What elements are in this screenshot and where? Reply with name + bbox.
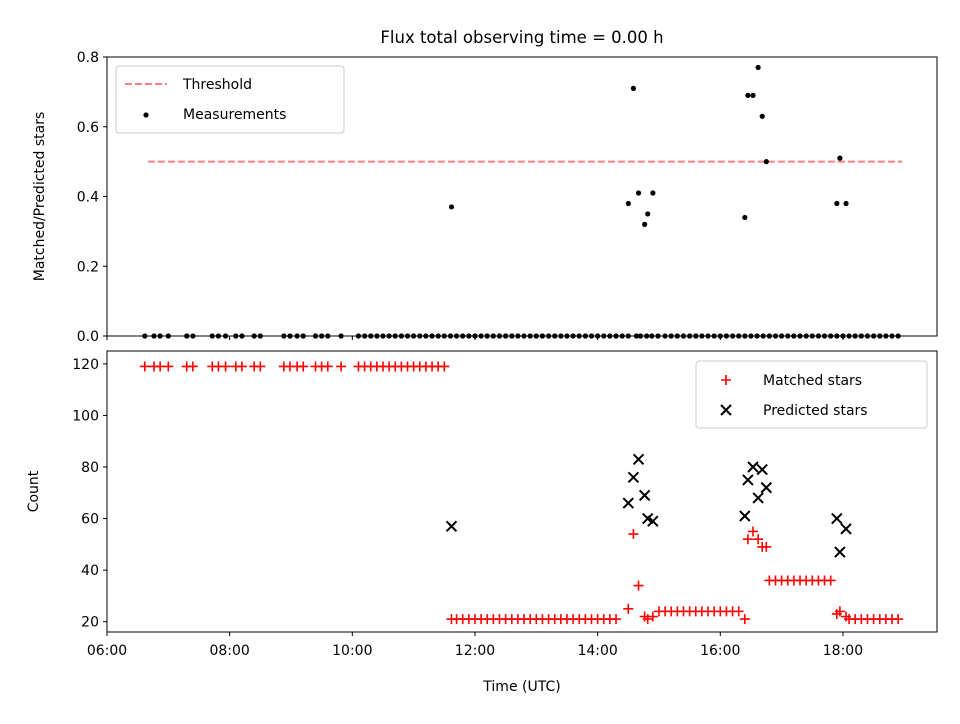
y-tick-label: 20 <box>81 615 99 631</box>
predicted-star-point <box>742 474 754 486</box>
x-tick-label: 12:00 <box>455 643 495 659</box>
matched-star-point <box>439 361 450 372</box>
legend-measurements-label: Measurements <box>183 107 286 123</box>
matched-star-point <box>220 361 231 372</box>
measurement-point <box>645 211 651 217</box>
legend-box <box>695 360 928 429</box>
matched-star-point <box>742 534 753 545</box>
y-tick-label: 0.0 <box>77 329 99 345</box>
measurement-point <box>635 190 642 196</box>
y-axis-label: Matched/Predicted stars <box>32 112 48 282</box>
predicted-star-point <box>756 463 768 476</box>
x-tick-label: 16:00 <box>700 643 740 659</box>
x-axis-label: Time (UTC) <box>482 679 560 695</box>
matched-star-point <box>623 603 634 614</box>
y-tick-label: 0.6 <box>77 120 99 136</box>
chart-title: Flux total observing time = 0.00 h <box>380 28 663 47</box>
legend: Matched stars Predicted stars <box>695 360 928 429</box>
axes-frame <box>106 56 938 337</box>
predicted-star-point <box>632 453 645 465</box>
measurement-point <box>448 204 455 210</box>
matched-star-point <box>642 614 653 625</box>
predicted-star-point <box>834 546 846 558</box>
legend-matched-swatch <box>721 375 731 385</box>
matched-star-point <box>187 361 198 372</box>
legend-predicted-swatch <box>720 404 732 416</box>
bottom-axes: 20 40 60 80 100 120 06:00 08:00 10:00 12:00 14:00 1… <box>26 350 938 695</box>
predicted-star-point <box>752 492 764 504</box>
matched-star-point <box>647 611 658 622</box>
measurement-point <box>750 92 756 98</box>
matched-star-point <box>336 361 347 372</box>
matched-star-point <box>633 580 644 591</box>
predicted-star-point <box>831 512 843 525</box>
matched-star-point <box>753 534 764 545</box>
y-axis-label: Count <box>26 470 42 512</box>
measurement-point <box>755 64 761 71</box>
predicted-star-point <box>739 510 751 522</box>
predicted-star-point <box>622 497 635 509</box>
matched-star-point <box>139 361 150 372</box>
matched-star-point <box>628 529 639 540</box>
matched-star-point <box>748 526 759 537</box>
measurement-point <box>745 92 751 98</box>
predicted-star-point <box>445 520 458 533</box>
matched-star-point <box>761 541 772 552</box>
y-tick-label: 120 <box>72 357 99 373</box>
measurement-point <box>843 200 849 207</box>
measurement-point <box>759 113 765 119</box>
matched-star-point <box>893 614 904 625</box>
measurement-point <box>763 159 769 165</box>
matched-star-point <box>255 361 266 372</box>
measurement-point <box>625 200 631 207</box>
matched-star-point <box>834 606 845 617</box>
predicted-star-point <box>627 471 640 484</box>
predicted-star-point <box>747 461 759 473</box>
matched-star-point <box>298 361 309 372</box>
predicted-star-point <box>840 523 852 535</box>
y-tick-label: 80 <box>81 460 99 476</box>
measurement-point <box>837 155 843 161</box>
legend-measurements-swatch <box>143 112 149 118</box>
legend-matched-label: Matched stars <box>763 373 862 389</box>
axes-frame <box>106 350 938 633</box>
x-tick-label: 08:00 <box>209 643 249 659</box>
matched-star-point <box>733 606 744 617</box>
y-tick-label: 40 <box>81 563 99 579</box>
legend: Threshold Measurements <box>115 65 345 134</box>
legend-predicted-label: Predicted stars <box>763 403 868 419</box>
legend-box <box>115 65 345 134</box>
matched-star-point <box>739 614 750 625</box>
top-axes: Flux total observing time = 0.00 h 0.0 0.2… <box>32 28 938 345</box>
measurement-point <box>650 190 656 196</box>
y-tick-label: 0.8 <box>77 50 99 66</box>
x-tick-label: 14:00 <box>577 643 617 659</box>
matched-star-point <box>322 361 333 372</box>
x-tick-label: 06:00 <box>87 643 127 659</box>
x-tick-label: 18:00 <box>823 643 863 659</box>
measurement-point <box>642 221 648 227</box>
matched-star-point <box>825 575 836 586</box>
x-tick-label: 10:00 <box>332 643 372 659</box>
matched-star-point <box>236 361 247 372</box>
y-tick-label: 0.4 <box>77 190 99 206</box>
measurement-point <box>834 200 840 207</box>
matched-star-point <box>163 361 174 372</box>
measurement-point <box>630 85 637 91</box>
y-tick-label: 100 <box>72 408 99 424</box>
predicted-star-point <box>638 489 651 502</box>
y-tick-label: 60 <box>81 512 99 528</box>
measurement-point <box>742 214 748 221</box>
predicted-star-point <box>647 515 659 527</box>
matched-star-point <box>611 614 622 625</box>
legend-threshold-label: Threshold <box>182 77 252 93</box>
y-tick-label: 0.2 <box>77 259 99 275</box>
predicted-star-point <box>760 481 773 494</box>
